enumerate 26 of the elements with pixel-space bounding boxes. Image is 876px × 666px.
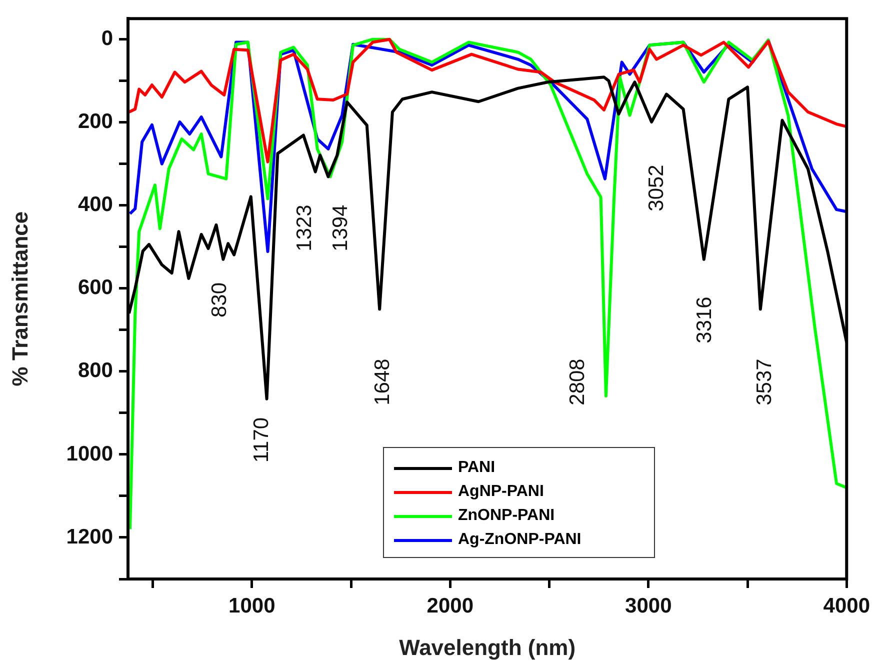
annotation: 830	[208, 282, 231, 318]
y-tick-label: 0	[101, 27, 113, 50]
y-tick-label: 400	[78, 193, 113, 216]
x-axis-title: Wavelength (nm)	[399, 634, 576, 660]
annotation: 1394	[328, 204, 352, 252]
legend-label: ZnONP-PANI	[458, 507, 555, 525]
y-tick-label: 1000	[66, 442, 113, 466]
y-tick-label: 200	[78, 110, 113, 134]
y-tick-label: 1200	[66, 525, 113, 548]
x-tick-label: 2000	[426, 594, 474, 618]
annotation: 3537	[752, 358, 776, 406]
y-axis-title: % Transmittance	[7, 211, 32, 386]
legend-label: AgNP-PANI	[458, 483, 544, 501]
y-tick-label: 600	[78, 276, 113, 300]
annotation: 3316	[692, 296, 716, 344]
x-tick-label: 4000	[823, 594, 870, 618]
annotation: 1648	[370, 358, 394, 406]
annotation: 1170	[250, 417, 273, 463]
legend-label: Ag-ZnONP-PANI	[458, 531, 582, 549]
annotation: 3052	[644, 164, 668, 212]
legend-label: PANI	[458, 459, 496, 477]
y-tick-label: 800	[78, 359, 113, 382]
x-tick-label: 3000	[625, 594, 672, 618]
x-tick-label: 1000	[228, 594, 276, 618]
annotation: 1323	[292, 204, 316, 252]
annotation: 2808	[566, 358, 589, 406]
